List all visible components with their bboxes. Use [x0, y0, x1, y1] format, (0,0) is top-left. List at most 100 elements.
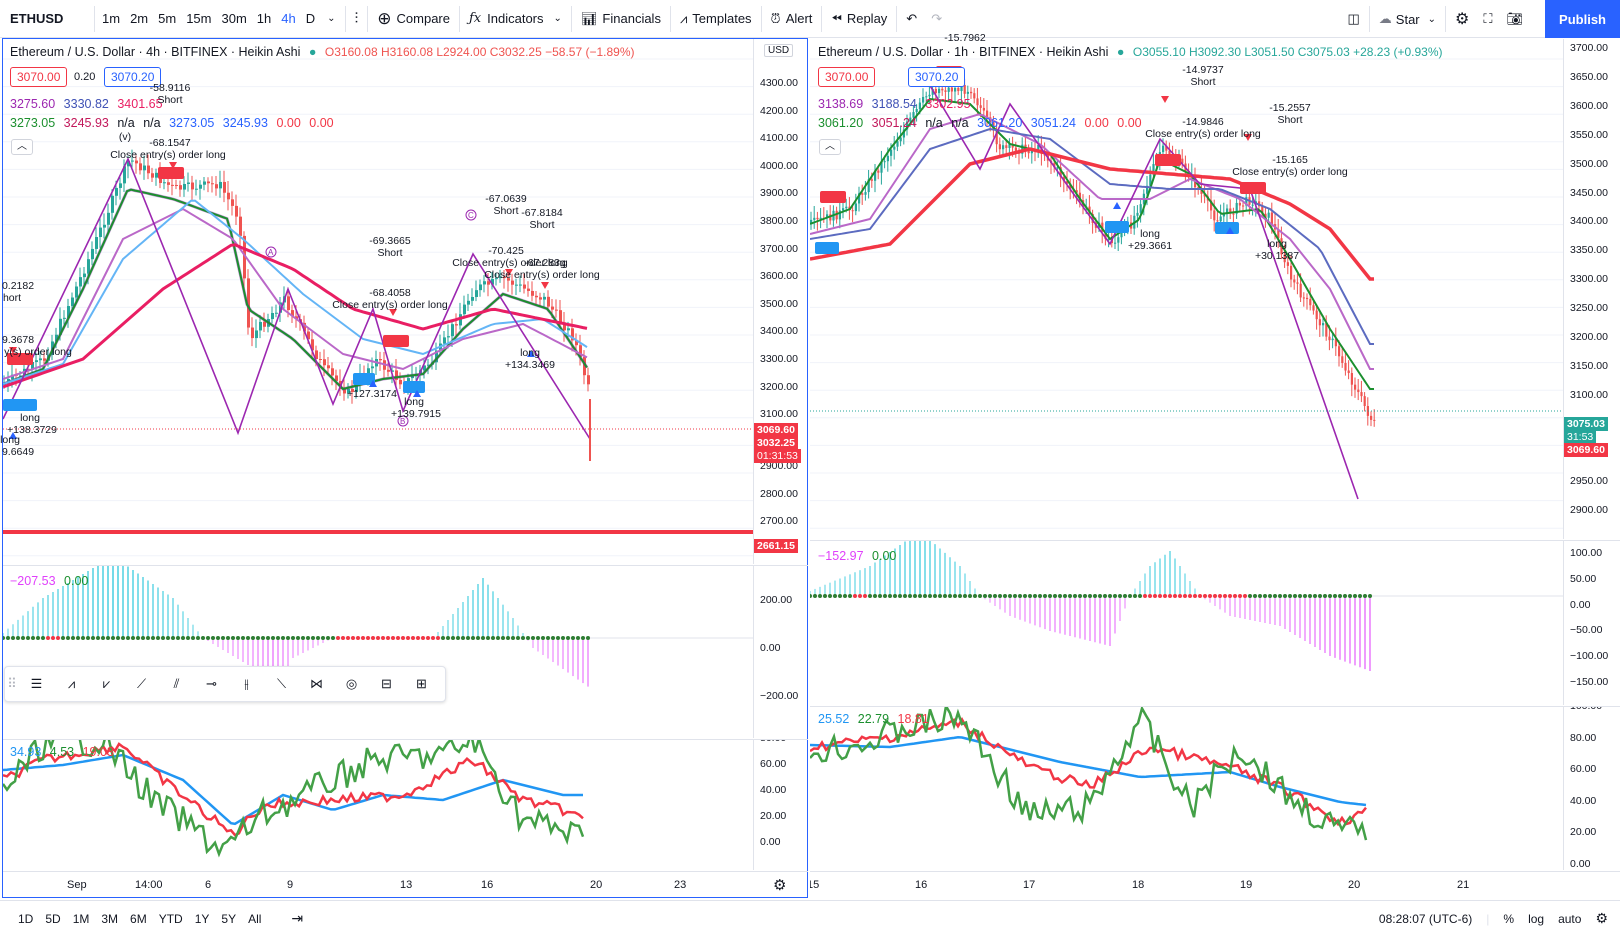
left-main-pane[interactable]: A B C [3, 39, 753, 564]
candle [395, 370, 398, 380]
left-chart-frame[interactable] [2, 38, 808, 898]
rsi-line-red [810, 716, 1367, 827]
left-sell-button[interactable]: 3070.00 [10, 67, 68, 87]
right-buy-button[interactable]: 3070.20 [908, 67, 966, 87]
right-rsi-axis[interactable]: 100.00 80.00 60.00 40.00 20.00 0.00 [1563, 706, 1620, 870]
zero-dot [256, 636, 260, 640]
redo-button[interactable]: ↷ [924, 0, 949, 38]
percent-toggle[interactable]: % [1503, 911, 1515, 926]
wave-label [265, 246, 277, 258]
interval-30m[interactable]: 30m [221, 11, 247, 26]
candle [291, 310, 294, 317]
zero-dot [1303, 594, 1307, 598]
gear-icon[interactable]: ⚙ [773, 877, 787, 894]
interval-5m[interactable]: 5m [158, 11, 177, 26]
left-rsi-pane[interactable]: 34.93 4.53 19.03 [3, 739, 753, 870]
left-price-axis[interactable]: USD 4300.00 4200.00 4100.00 4000.00 3900.00 3… [753, 39, 808, 564]
range-all[interactable]: All [248, 911, 262, 926]
auto-toggle[interactable]: auto [1558, 911, 1582, 926]
price-tag: 3069.60 [754, 423, 798, 437]
templates-button[interactable]: ⩘ Templates [673, 0, 759, 38]
abc-pattern-icon[interactable]: ⩗ [102, 676, 111, 691]
right-rsi-pane[interactable]: 25.52 22.79 18.81 [810, 706, 1563, 870]
layout-button[interactable]: ◫ [1341, 0, 1367, 38]
log-toggle[interactable]: log [1528, 911, 1545, 926]
range-1d[interactable]: 1D [18, 911, 34, 926]
range-3m[interactable]: 3M [101, 911, 119, 926]
alert-button[interactable]: ⏰︎ Alert [764, 0, 820, 38]
interval-4h[interactable]: 4h [281, 11, 296, 26]
left-rsi-axis[interactable]: 80.00 60.00 40.00 20.00 0.00 [753, 739, 808, 870]
horizontal-ray-icon[interactable]: ⊸ [206, 676, 217, 691]
zero-dot [371, 636, 375, 640]
currency-label[interactable]: USD [764, 44, 794, 57]
right-sell-button[interactable]: 3070.00 [818, 67, 876, 87]
interval-2m[interactable]: 2m [130, 11, 149, 26]
position-icon[interactable]: ⊟ [381, 676, 392, 691]
gann-icon[interactable]: ◎ [345, 676, 358, 691]
star-button[interactable]: ☁︎ Star ⌄ [1372, 0, 1443, 38]
candle [1213, 210, 1216, 221]
range-ytd[interactable]: YTD [158, 911, 183, 926]
candle [1002, 145, 1005, 150]
price-tick: 2800.00 [760, 487, 798, 500]
drag-handle-icon[interactable]: ⠿ [7, 676, 17, 691]
indicators-button[interactable]: ƒx Indicators ⌄ [462, 0, 569, 38]
left-time-axis[interactable]: Sep 14:00 6 9 13 16 20 23 ⚙ [3, 871, 808, 898]
interval-15m[interactable]: 15m [186, 11, 212, 26]
interval-dropdown[interactable]: ⌄ [320, 0, 342, 38]
interval-1h[interactable]: 1h [256, 11, 272, 26]
horizontal-lines-icon[interactable]: ☰ [30, 676, 43, 691]
settings-icon[interactable]: ⚙ [1595, 910, 1608, 926]
interval-D[interactable]: D [305, 11, 316, 26]
line-icon[interactable]: ⟍ [276, 676, 287, 691]
range-5d[interactable]: 5D [45, 911, 61, 926]
publish-button[interactable]: Publish [1545, 0, 1620, 38]
wave-pattern-icon[interactable]: ⩘ [67, 676, 76, 691]
range-1y[interactable]: 1Y [194, 911, 210, 926]
left-osc-axis[interactable]: 200.00 0.00 −200.00 [753, 565, 808, 738]
price-tick: −100.00 [1570, 650, 1609, 663]
parallel-channel-icon[interactable]: ⫽ [173, 676, 180, 691]
left-oscillator-pane[interactable]: −207.53 0.00 [3, 565, 753, 738]
interval-1m[interactable]: 1m [102, 11, 121, 26]
candle [902, 129, 905, 138]
collapse-legend-button[interactable]: ︿ [819, 139, 841, 155]
candle [487, 281, 490, 285]
snapshot-button[interactable]: 📷︎ [1499, 0, 1530, 38]
go-to-date-icon[interactable]: ⇥ [291, 910, 304, 926]
trade-annotation: -69.3665 [369, 235, 411, 247]
right-osc-axis[interactable]: 100.00 50.00 0.00 −50.00 −100.00 −150.00 [1563, 540, 1620, 705]
fib-retracement-icon[interactable]: ⫲ [244, 676, 249, 691]
replay-button[interactable]: ⏪︎ Replay [824, 0, 894, 38]
osc-legend: −207.53 0.00 [10, 574, 93, 588]
candle [147, 165, 150, 174]
date-ranges: 1D 5D 1M 3M 6M YTD 1Y 5Y All [12, 912, 267, 926]
rsi-line-blue [3, 753, 583, 826]
symbol-search[interactable]: ETHUSD [10, 11, 64, 26]
range-1m[interactable]: 1M [72, 911, 90, 926]
compare-button[interactable]: ⊕ Compare [370, 0, 457, 38]
fullscreen-button[interactable]: ⛶ [1476, 0, 1499, 38]
trade-annotation: +29.3661 [1127, 240, 1173, 252]
candle [331, 368, 334, 376]
right-price-axis[interactable]: 3700.00 3650.00 3600.00 3550.00 3500.00 3450.… [1563, 39, 1620, 539]
right-oscillator-pane[interactable]: −152.97 0.00 [810, 540, 1563, 705]
chart-style-button[interactable]: ⫶ [348, 0, 366, 38]
forecast-icon[interactable]: ⊞ [416, 676, 427, 691]
pattern-icon[interactable]: ⋈ [310, 676, 323, 691]
collapse-legend-button[interactable]: ︿ [11, 139, 33, 155]
range-5y[interactable]: 5Y [221, 911, 237, 926]
financials-button[interactable]: 📊︎ Financials [574, 0, 668, 38]
settings-button[interactable]: ⚙ [1448, 0, 1476, 38]
trend-line-icon[interactable]: ⟋ [136, 676, 147, 691]
right-main-pane[interactable] [810, 39, 1563, 539]
clock[interactable]: 08:28:07 (UTC-6) [1378, 911, 1473, 926]
trade-annotation: Short [493, 205, 519, 217]
right-time-axis[interactable]: 15 16 17 18 19 20 21 [810, 871, 1620, 898]
range-6m[interactable]: 6M [130, 911, 147, 926]
candle [861, 193, 864, 195]
undo-button[interactable]: ↶ [899, 0, 924, 38]
ma-value: 3138.69 [818, 97, 864, 111]
left-buy-button[interactable]: 3070.20 [104, 67, 162, 87]
